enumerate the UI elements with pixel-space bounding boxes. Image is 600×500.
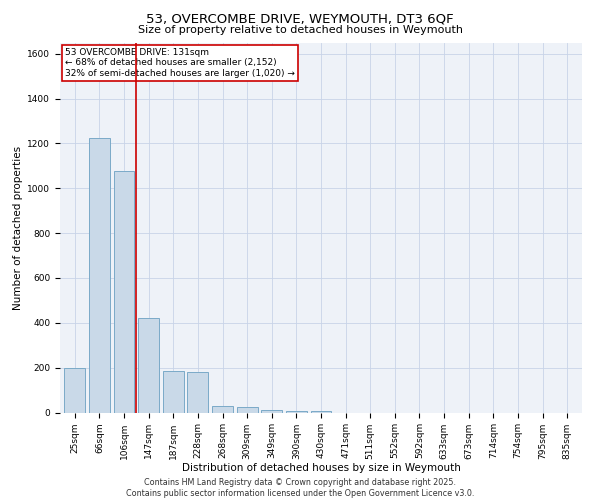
Bar <box>64 368 85 412</box>
Text: 53, OVERCOMBE DRIVE, WEYMOUTH, DT3 6QF: 53, OVERCOMBE DRIVE, WEYMOUTH, DT3 6QF <box>146 12 454 26</box>
Text: Size of property relative to detached houses in Weymouth: Size of property relative to detached ho… <box>137 25 463 35</box>
Text: Contains HM Land Registry data © Crown copyright and database right 2025.
Contai: Contains HM Land Registry data © Crown c… <box>126 478 474 498</box>
Bar <box>261 410 282 412</box>
Bar <box>113 172 134 412</box>
X-axis label: Distribution of detached houses by size in Weymouth: Distribution of detached houses by size … <box>182 463 460 473</box>
Bar <box>212 406 233 412</box>
Bar <box>163 371 184 412</box>
Y-axis label: Number of detached properties: Number of detached properties <box>13 146 23 310</box>
Bar <box>89 138 110 412</box>
Bar <box>138 318 159 412</box>
Bar <box>187 372 208 412</box>
Text: 53 OVERCOMBE DRIVE: 131sqm
← 68% of detached houses are smaller (2,152)
32% of s: 53 OVERCOMBE DRIVE: 131sqm ← 68% of deta… <box>65 48 295 78</box>
Bar <box>236 407 257 412</box>
